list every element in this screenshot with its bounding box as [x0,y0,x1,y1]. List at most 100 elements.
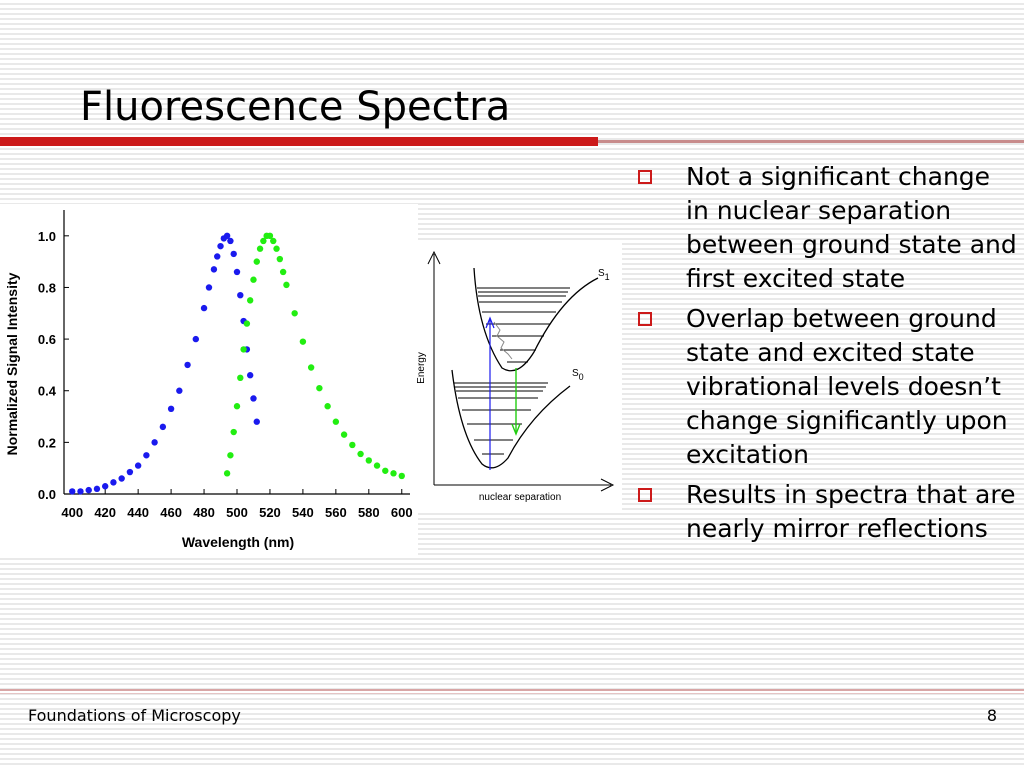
x-tick-label: 440 [127,505,149,520]
separation-axis-arrowhead [600,478,615,492]
excitation-data-point [237,292,244,299]
excitation-data-point [230,250,237,258]
x-tick-label: 520 [259,505,281,520]
x-tick-label: 420 [94,505,116,520]
emission-arrowhead [511,423,521,436]
diagram-background [412,240,622,510]
excitation-data-point [151,439,158,446]
emission-data-point [230,428,237,436]
excitation-data-point [253,418,260,425]
x-tick-label: 600 [391,505,413,520]
ground-state-potential-well [451,369,571,469]
emission-data-point [365,457,373,464]
excitation-data-point [205,284,213,291]
emission-data-point [349,441,356,449]
x-tick-label: 480 [193,505,215,520]
emission-data-point [382,467,389,474]
x-tick-label: 580 [358,505,380,520]
bullet-text: Overlap between ground state and excited… [686,304,1008,469]
footer-rule-secondary [0,693,1024,694]
footer-text: Foundations of Microscopy [28,706,241,725]
excitation-data-point [250,395,257,402]
bullet-item: Results in spectra that are nearly mirro… [632,478,1020,546]
bullet-text: Not a significant change in nuclear sepa… [686,162,1017,293]
excitation-data-point [101,483,109,490]
excitation-data-point [176,387,183,394]
x-tick-label: 500 [226,505,248,520]
excitation-data-point [227,237,234,245]
excitation-data-point [223,232,231,240]
emission-data-point [398,472,405,480]
s1-label-letter: S [598,268,605,279]
emission-data-point [283,281,290,289]
excitation-data-point [233,268,241,276]
chart-ticks: 400 420 440 460 480 500 520 540 560 580 600 0.0 0.2 0… [38,229,413,520]
excitation-data-point [77,488,84,495]
energy-axis-label: Energy [416,352,427,384]
y-tick-label: 0.6 [38,332,56,347]
emission-data-point [307,364,315,371]
excited-state-potential-well [473,267,599,372]
emission-data-point [246,297,254,304]
excitation-data-point [192,335,200,343]
y-tick-label: 1.0 [38,229,56,244]
emission-data-point [227,452,234,459]
separation-axis-label: nuclear separation [479,492,561,503]
x-tick-label: 400 [61,505,83,520]
x-tick-label: 540 [292,505,314,520]
x-tick-label: 460 [160,505,182,520]
emission-data-point [253,258,260,265]
emission-data-point [324,403,331,410]
chart-background [0,204,418,558]
excitation-data-point [134,462,142,469]
s0-label: S0 [572,368,584,382]
y-tick-label: 0.4 [38,384,57,399]
relaxation-arrow [493,321,513,360]
s1-label: S1 [598,268,610,282]
emission-data-point [233,403,241,410]
emission-data-point [223,470,231,477]
y-tick-label: 0.0 [38,487,56,502]
excitation-data-point [159,423,167,431]
emission-data-point [276,255,284,263]
excitation-data-point [167,405,175,412]
bullet-item: Overlap between ground state and excited… [632,302,1020,472]
emission-data-point [250,276,257,283]
emission-data-point [270,237,277,245]
ground-state-vibrational-levels [454,382,548,455]
emission-data-point [266,232,274,240]
emission-data-point [237,374,244,382]
emission-data-point [332,418,340,425]
title-rule [0,137,598,146]
s0-label-subscript: 0 [579,372,584,382]
excitation-data-point [93,485,101,493]
excitation-data-point [110,479,117,486]
x-tick-label: 560 [325,505,347,520]
excitation-data-point [200,304,208,312]
title-rule-extension [598,140,1024,143]
excitation-data-point [210,266,218,273]
excitation-data-point [126,468,134,476]
x-axis-title: Wavelength (nm) [182,534,294,550]
y-tick-label: 0.8 [38,280,56,295]
emission-data-point [256,245,264,252]
energy-axis-arrowhead [427,250,441,265]
bullet-text: Results in spectra that are nearly mirro… [686,480,1016,543]
slide-title: Fluorescence Spectra [80,84,511,130]
excitation-data-point [217,242,224,250]
square-bullet-icon [638,488,652,502]
emission-data-point [243,320,251,327]
emission-data-point [291,310,298,317]
excitation-data-point [143,452,150,459]
excitation-data-point [118,475,125,482]
emission-data-point [260,237,267,245]
excitation-data-point [69,488,76,495]
square-bullet-icon [638,170,652,184]
emission-data-point [279,268,287,276]
y-axis-title: Normalized Signal Intensity [4,272,20,455]
emission-data-point [273,245,280,252]
bullet-item: Not a significant change in nuclear sepa… [632,160,1020,296]
absorption-arrowhead [485,316,495,329]
fluorescence-spectra-chart: 400 420 440 460 480 500 520 540 560 580 600 0.0 0.2 0… [0,204,418,558]
energy-level-diagram: Energy nuclear separation S1 S0 [412,240,622,510]
